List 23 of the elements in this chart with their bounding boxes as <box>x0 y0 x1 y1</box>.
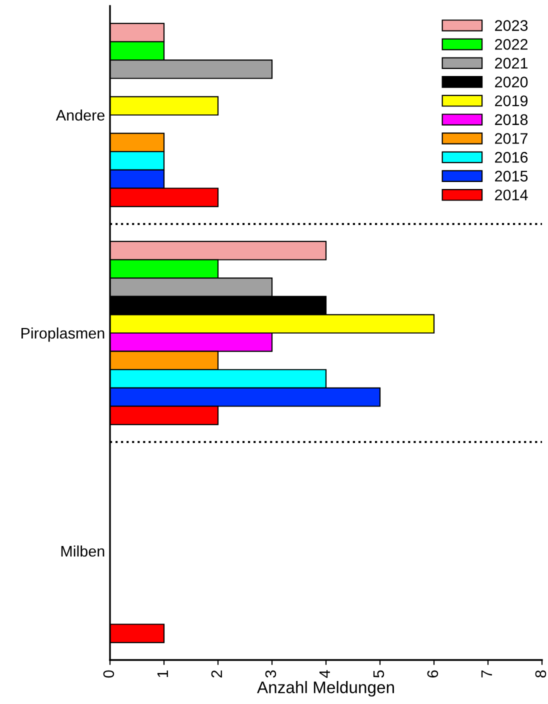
legend-label: 2021 <box>495 58 528 69</box>
legend-label: 2023 <box>495 20 528 31</box>
x-tick-label: 3 <box>265 670 276 678</box>
x-axis-title: Anzahl Meldungen <box>257 680 394 697</box>
x-tick-label: 6 <box>427 670 438 678</box>
x-tick-label: 8 <box>535 670 546 678</box>
legend-label: 2019 <box>495 95 528 106</box>
x-tick-label: 1 <box>157 670 168 678</box>
legend-label: 2018 <box>495 114 528 126</box>
y-tick-label: Milben <box>61 545 104 557</box>
y-tick-label: Piroplasmen <box>21 327 104 342</box>
y-tick-label: Andere <box>56 109 104 121</box>
legend-label: 2020 <box>495 76 528 88</box>
legend-label: 2014 <box>495 190 528 200</box>
legend-label: 2016 <box>495 152 528 163</box>
legend-label: 2022 <box>495 38 528 50</box>
legend-label: 2015 <box>495 170 528 182</box>
x-tick-label: 7 <box>481 670 492 678</box>
x-tick-label: 5 <box>373 670 384 678</box>
x-tick-label: 2 <box>211 670 222 678</box>
legend-label: 2017 <box>495 133 528 144</box>
x-tick-label: 0 <box>103 670 114 678</box>
x-tick-label: 4 <box>319 670 330 678</box>
